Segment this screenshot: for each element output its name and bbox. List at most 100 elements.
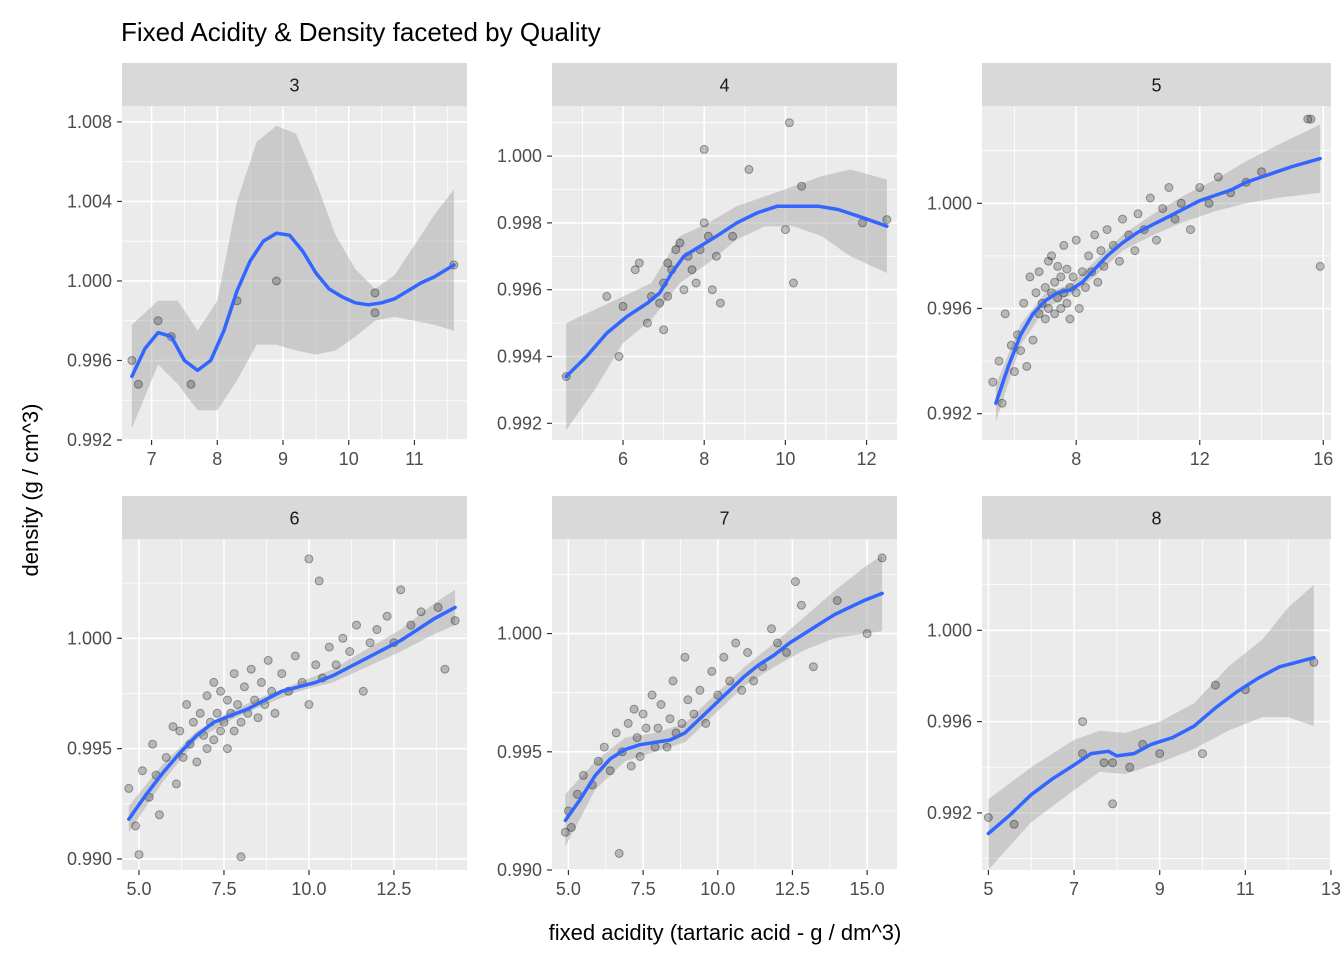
data-point — [707, 666, 717, 676]
data-point — [1303, 114, 1313, 124]
data-point — [370, 288, 380, 298]
data-point — [699, 144, 709, 154]
y-tick-label: 0.992 — [67, 430, 112, 450]
data-point — [124, 783, 134, 793]
data-point — [655, 298, 665, 308]
x-tick-label: 7 — [1069, 879, 1079, 899]
facet-8: 8 5 7 9 11 13 0.992 0.996 1.000 — [927, 496, 1341, 899]
data-point — [1145, 193, 1155, 203]
data-point — [1108, 799, 1118, 809]
facet-strip-label: 3 — [289, 76, 299, 96]
facet-grid: 3 7 8 9 10 11 0.992 0.996 1.000 1.004 1.008 4 6 8 10 12… — [67, 63, 1341, 899]
x-tick-label: 12.5 — [376, 879, 411, 899]
smooth-line — [563, 591, 884, 823]
data-point — [331, 660, 341, 670]
data-point — [623, 718, 633, 728]
data-point — [611, 728, 621, 738]
data-point — [983, 813, 993, 822]
data-point — [372, 625, 382, 634]
data-point — [186, 379, 196, 389]
panel-background — [982, 106, 1331, 440]
data-point — [877, 553, 887, 563]
y-tick-label: 0.996 — [927, 299, 972, 319]
data-point — [626, 761, 636, 771]
data-point — [154, 810, 164, 820]
data-point — [433, 602, 443, 612]
data-point — [324, 642, 334, 652]
x-tick-label: 10 — [339, 449, 359, 469]
data-point — [1093, 277, 1103, 287]
data-point — [236, 717, 246, 727]
data-point — [630, 265, 640, 275]
data-point — [638, 709, 648, 719]
data-point — [602, 291, 612, 301]
panel-background — [982, 539, 1331, 870]
data-point — [1099, 758, 1109, 768]
facet-strip — [552, 496, 897, 539]
data-point — [338, 633, 348, 643]
data-point — [229, 669, 239, 679]
data-point — [1078, 717, 1088, 727]
data-point — [593, 756, 603, 766]
data-point — [1062, 298, 1072, 308]
data-point — [677, 718, 687, 728]
data-point — [1090, 230, 1100, 240]
facet-6: 6 5.0 7.5 10.0 12.5 0.990 0.995 1.000 — [67, 496, 467, 899]
data-point — [713, 690, 723, 700]
data-point — [271, 276, 281, 286]
data-point — [1009, 819, 1019, 829]
data-point — [1130, 246, 1140, 256]
confidence-band — [566, 169, 887, 430]
data-point — [1056, 304, 1066, 313]
data-point — [148, 739, 158, 749]
data-point — [1043, 304, 1053, 313]
data-point — [665, 714, 675, 724]
data-point — [1164, 183, 1174, 192]
chart-title: Fixed Acidity & Density faceted by Quali… — [121, 17, 601, 47]
data-point — [1028, 335, 1038, 345]
data-point — [796, 600, 806, 610]
data-point — [808, 662, 818, 672]
data-point — [614, 352, 624, 361]
data-point — [1125, 762, 1135, 772]
data-point — [365, 638, 375, 648]
data-point — [137, 766, 147, 776]
data-point — [1118, 214, 1127, 224]
data-point — [239, 682, 249, 692]
data-point — [195, 708, 205, 718]
confidence-band — [565, 555, 883, 847]
data-point — [578, 770, 588, 780]
facet-strip — [122, 63, 467, 106]
data-point — [1096, 246, 1106, 256]
data-point — [1047, 251, 1056, 261]
y-tick-label: 1.000 — [497, 146, 542, 166]
data-point — [731, 638, 741, 648]
data-point — [695, 685, 705, 695]
data-point — [663, 258, 673, 268]
smooth-line — [127, 605, 457, 821]
data-point — [1065, 314, 1075, 324]
data-point — [994, 356, 1004, 366]
data-point — [256, 677, 266, 687]
data-point — [246, 664, 256, 674]
y-tick-label: 0.990 — [67, 849, 112, 869]
data-point — [687, 265, 697, 275]
data-point — [253, 713, 263, 723]
data-point — [127, 356, 137, 365]
data-point — [236, 852, 246, 862]
data-point — [997, 398, 1007, 408]
data-point — [1213, 172, 1223, 182]
data-point — [1210, 680, 1220, 690]
data-point — [358, 686, 368, 696]
x-tick-label: 9 — [278, 449, 288, 469]
data-point — [277, 669, 287, 679]
x-tick-label: 11 — [405, 449, 424, 469]
y-tick-label: 1.000 — [67, 628, 112, 648]
data-point — [679, 285, 689, 295]
data-point — [790, 577, 800, 587]
facet-3: 3 7 8 9 10 11 0.992 0.996 1.000 1.004 1.008 — [67, 63, 467, 469]
data-point — [629, 704, 639, 714]
data-point — [1108, 758, 1118, 768]
data-point — [222, 695, 232, 705]
data-point — [662, 742, 672, 752]
